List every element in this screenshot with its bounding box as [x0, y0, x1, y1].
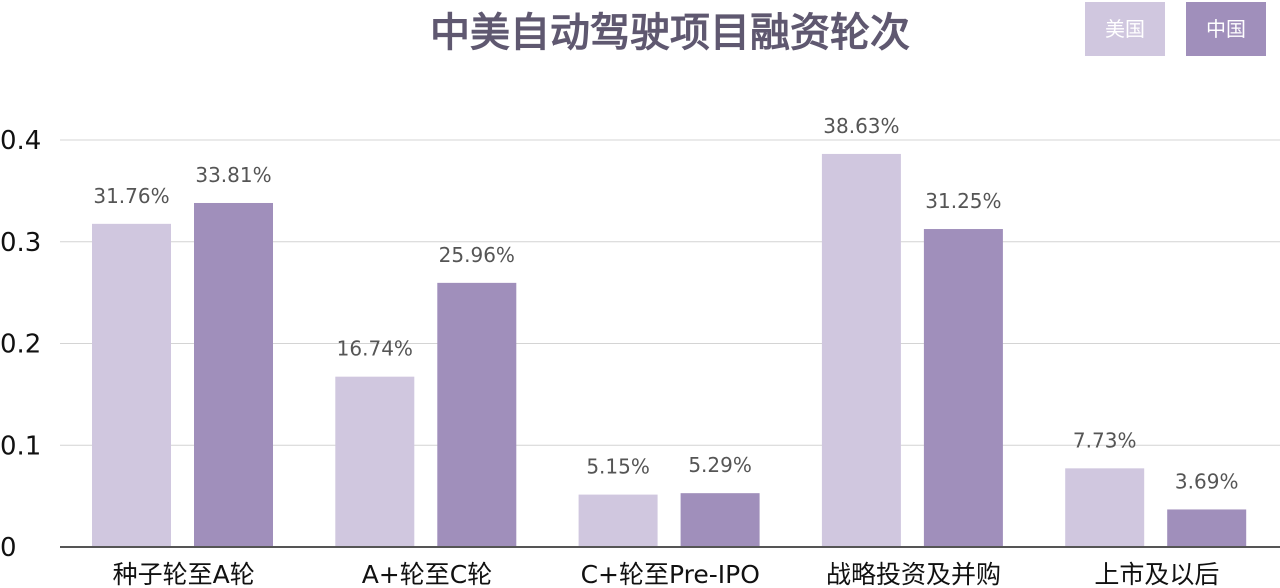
data-label: 33.81%	[195, 163, 271, 187]
data-label: 5.15%	[586, 455, 650, 479]
y-tick-label: 0.3	[0, 228, 41, 258]
data-label: 3.69%	[1175, 469, 1239, 493]
data-label: 5.29%	[688, 453, 752, 477]
y-tick-label: 0.2	[0, 330, 41, 360]
data-label: 31.76%	[93, 184, 169, 208]
bar	[923, 229, 1003, 547]
y-axis-ticks: 0 0.1 0.2 0.3 0.4	[0, 126, 41, 563]
y-tick-label: 0.4	[0, 126, 41, 156]
y-tick-label: 0	[0, 533, 17, 563]
category-labels: 种子轮至A轮 A+轮至C轮 C+轮至Pre-IPO 战略投资及并购 上市及以后	[113, 560, 1220, 588]
bar	[437, 282, 517, 547]
legend-swatch-cn	[1186, 2, 1266, 56]
data-label: 16.74%	[337, 337, 413, 361]
category-label: 战略投资及并购	[826, 560, 1001, 588]
legend-label-us: 美国	[1105, 17, 1145, 41]
legend: 美国 中国	[1085, 2, 1266, 56]
data-label: 31.25%	[925, 189, 1001, 213]
bar	[92, 223, 171, 548]
y-tick-label: 0.1	[0, 431, 41, 461]
bar	[1167, 509, 1247, 547]
bar	[821, 153, 901, 547]
bar	[680, 493, 760, 547]
category-label: 种子轮至A轮	[113, 560, 255, 588]
legend-label-cn: 中国	[1206, 17, 1246, 41]
bar	[335, 376, 415, 547]
legend-swatch-us	[1085, 2, 1165, 56]
data-label: 25.96%	[439, 243, 515, 267]
data-label: 38.63%	[823, 114, 899, 138]
bar	[194, 202, 273, 547]
data-labels: 31.76% 33.81% 16.74% 25.96% 5.15% 5.29% 38.63%…	[93, 114, 1238, 494]
category-label: 上市及以后	[1094, 560, 1219, 588]
data-label: 7.73%	[1073, 428, 1137, 452]
bar	[578, 494, 658, 547]
bar	[1065, 468, 1145, 547]
category-label: A+轮至C轮	[362, 560, 493, 588]
category-label: C+轮至Pre-IPO	[581, 560, 760, 588]
bars	[92, 153, 1247, 548]
chart-title: 中美自动驾驶项目融资轮次	[430, 10, 910, 56]
